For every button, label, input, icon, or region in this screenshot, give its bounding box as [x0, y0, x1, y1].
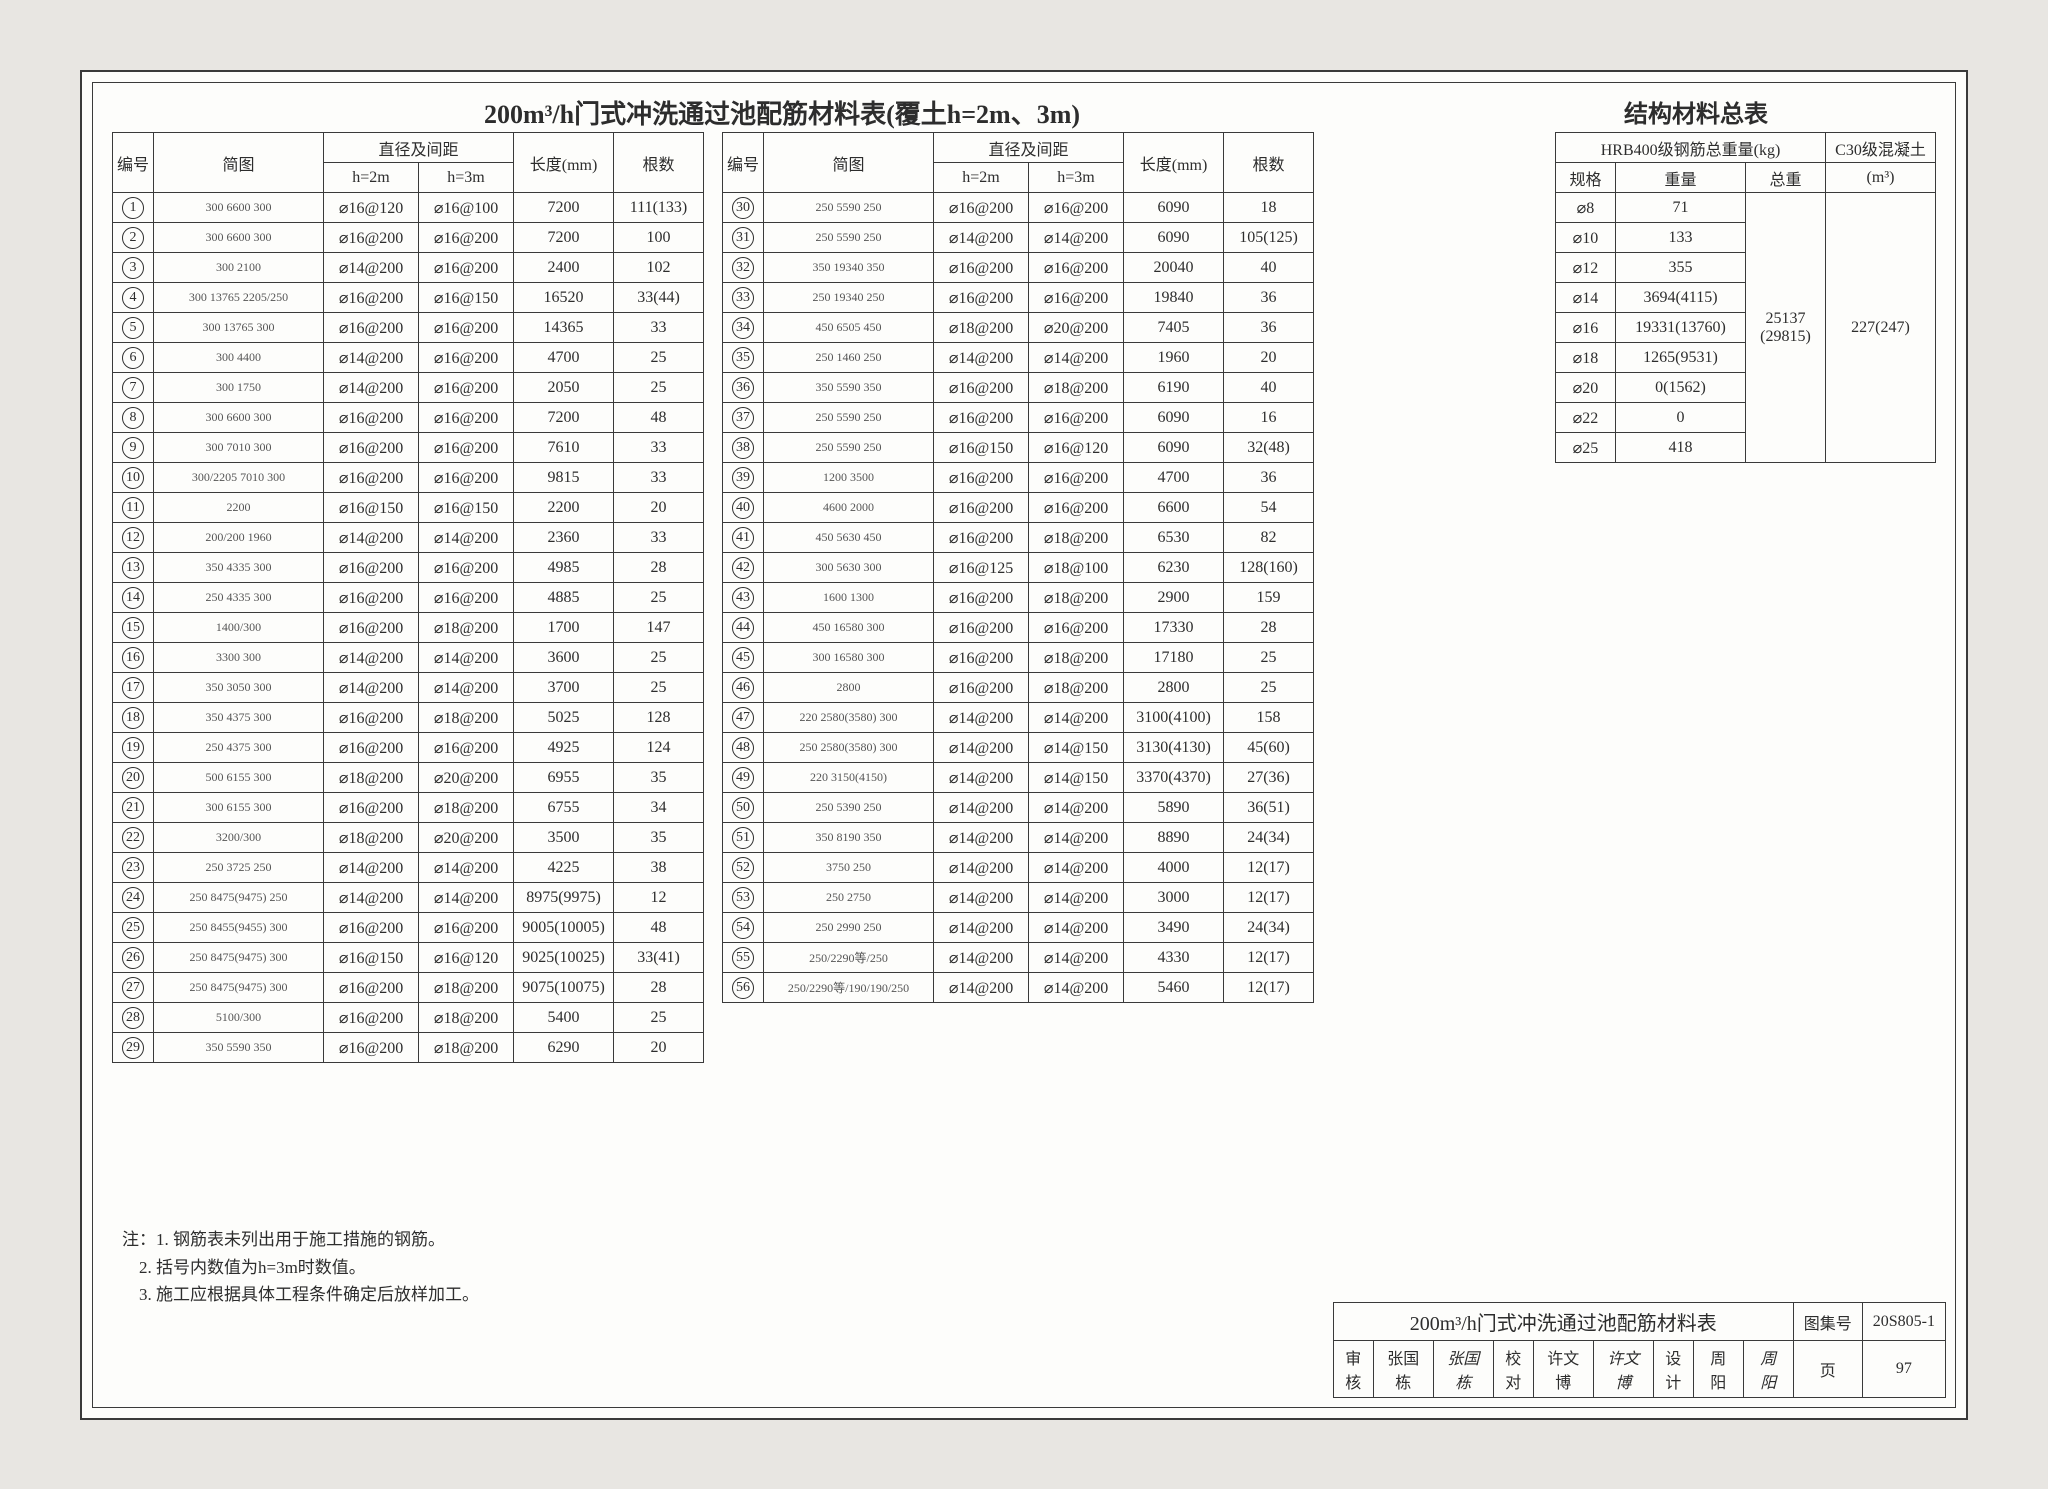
table-row: 23250 3725 250⌀14@200⌀14@200422538 — [113, 853, 704, 883]
table-row: 34450 6505 450⌀18@200⌀20@200740536 — [723, 313, 1314, 343]
summary-table: HRB400级钢筋总重量(kg) C30级混凝土 规格 重量 总重 (m³) ⌀… — [1555, 132, 1936, 463]
table-row: 30250 5590 250⌀16@200⌀16@200609018 — [723, 193, 1314, 223]
table-row: 1300 6600 300⌀16@120⌀16@1007200111(133) — [113, 193, 704, 223]
table-row: 27250 8475(9475) 300⌀16@200⌀18@2009075(1… — [113, 973, 704, 1003]
summary-row: ⌀87125137 (29815)227(247) — [1556, 193, 1936, 223]
table-row: 13350 4335 300⌀16@200⌀16@200498528 — [113, 553, 704, 583]
table-row: 151400/300⌀16@200⌀18@2001700147 — [113, 613, 704, 643]
table-row: 41450 5630 450⌀16@200⌀18@200653082 — [723, 523, 1314, 553]
table-row: 42300 5630 300⌀16@125⌀18@1006230128(160) — [723, 553, 1314, 583]
table-row: 48250 2580(3580) 300⌀14@200⌀14@1503130(4… — [723, 733, 1314, 763]
table-row: 44450 16580 300⌀16@200⌀16@2001733028 — [723, 613, 1314, 643]
table-row: 14250 4335 300⌀16@200⌀16@200488525 — [113, 583, 704, 613]
table-row: 49220 3150(4150)⌀14@200⌀14@1503370(4370)… — [723, 763, 1314, 793]
table-row: 12200/200 1960⌀14@200⌀14@200236033 — [113, 523, 704, 553]
table-row: 25250 8455(9455) 300⌀16@200⌀16@2009005(1… — [113, 913, 704, 943]
table-row: 38250 5590 250⌀16@150⌀16@120609032(48) — [723, 433, 1314, 463]
table-row: 24250 8475(9475) 250⌀14@200⌀14@2008975(9… — [113, 883, 704, 913]
table-row: 112200⌀16@150⌀16@150220020 — [113, 493, 704, 523]
table-row: 37250 5590 250⌀16@200⌀16@200609016 — [723, 403, 1314, 433]
title-block: 200m³/h门式冲洗通过池配筋材料表图集号20S805-1 审核张国栋张国栋校… — [1333, 1302, 1946, 1398]
table-row: 404600 2000⌀16@200⌀16@200660054 — [723, 493, 1314, 523]
table-row: 54250 2990 250⌀14@200⌀14@200349024(34) — [723, 913, 1314, 943]
table-row: 17350 3050 300⌀14@200⌀14@200370025 — [113, 673, 704, 703]
table-row: 431600 1300⌀16@200⌀18@2002900159 — [723, 583, 1314, 613]
table-row: 8300 6600 300⌀16@200⌀16@200720048 — [113, 403, 704, 433]
table-row: 20500 6155 300⌀18@200⌀20@200695535 — [113, 763, 704, 793]
table-row: 523750 250⌀14@200⌀14@200400012(17) — [723, 853, 1314, 883]
table-row: 18350 4375 300⌀16@200⌀18@2005025128 — [113, 703, 704, 733]
table-row: 7300 1750⌀14@200⌀16@200205025 — [113, 373, 704, 403]
table-row: 21300 6155 300⌀16@200⌀18@200675534 — [113, 793, 704, 823]
table-row: 56250/2290等/190/190/250⌀14@200⌀14@200546… — [723, 973, 1314, 1003]
table-row: 3300 2100⌀14@200⌀16@2002400102 — [113, 253, 704, 283]
table-row: 2300 6600 300⌀16@200⌀16@2007200100 — [113, 223, 704, 253]
table-row: 55250/2290等/250⌀14@200⌀14@200433012(17) — [723, 943, 1314, 973]
rebar-table-right: 编号 简图 直径及间距 长度(mm) 根数 h=2m h=3m 30250 55… — [722, 132, 1314, 1003]
table-row: 47220 2580(3580) 300⌀14@200⌀14@2003100(4… — [723, 703, 1314, 733]
table-row: 9300 7010 300⌀16@200⌀16@200761033 — [113, 433, 704, 463]
table-row: 6300 4400⌀14@200⌀16@200470025 — [113, 343, 704, 373]
table-row: 4300 13765 2205/250⌀16@200⌀16@1501652033… — [113, 283, 704, 313]
table-row: 10300/2205 7010 300⌀16@200⌀16@200981533 — [113, 463, 704, 493]
table-row: 19250 4375 300⌀16@200⌀16@2004925124 — [113, 733, 704, 763]
table-row: 163300 300⌀14@200⌀14@200360025 — [113, 643, 704, 673]
table-row: 50250 5390 250⌀14@200⌀14@200589036(51) — [723, 793, 1314, 823]
table-row: 45300 16580 300⌀16@200⌀18@2001718025 — [723, 643, 1314, 673]
table-row: 53250 2750⌀14@200⌀14@200300012(17) — [723, 883, 1314, 913]
table-row: 462800⌀16@200⌀18@200280025 — [723, 673, 1314, 703]
table-row: 51350 8190 350⌀14@200⌀14@200889024(34) — [723, 823, 1314, 853]
table-row: 36350 5590 350⌀16@200⌀18@200619040 — [723, 373, 1314, 403]
notes: 注：1. 钢筋表未列出用于施工措施的钢筋。 2. 括号内数值为h=3m时数值。 … — [122, 1226, 479, 1308]
summary-title: 结构材料总表 — [1506, 94, 1886, 129]
table-row: 33250 19340 250⌀16@200⌀16@2001984036 — [723, 283, 1314, 313]
table-row: 29350 5590 350⌀16@200⌀18@200629020 — [113, 1033, 704, 1063]
table-row: 35250 1460 250⌀14@200⌀14@200196020 — [723, 343, 1314, 373]
table-row: 5300 13765 300⌀16@200⌀16@2001436533 — [113, 313, 704, 343]
table-row: 31250 5590 250⌀14@200⌀14@2006090105(125) — [723, 223, 1314, 253]
table-row: 26250 8475(9475) 300⌀16@150⌀16@1209025(1… — [113, 943, 704, 973]
rebar-table-left: 编号 简图 直径及间距 长度(mm) 根数 h=2m h=3m 1300 660… — [112, 132, 704, 1063]
table-row: 391200 3500⌀16@200⌀16@200470036 — [723, 463, 1314, 493]
table-row: 285100/300⌀16@200⌀18@200540025 — [113, 1003, 704, 1033]
table-row: 32350 19340 350⌀16@200⌀16@2002004040 — [723, 253, 1314, 283]
main-title: 200m³/h门式冲洗通过池配筋材料表(覆土h=2m、3m) — [82, 94, 1482, 131]
table-row: 223200/300⌀18@200⌀20@200350035 — [113, 823, 704, 853]
